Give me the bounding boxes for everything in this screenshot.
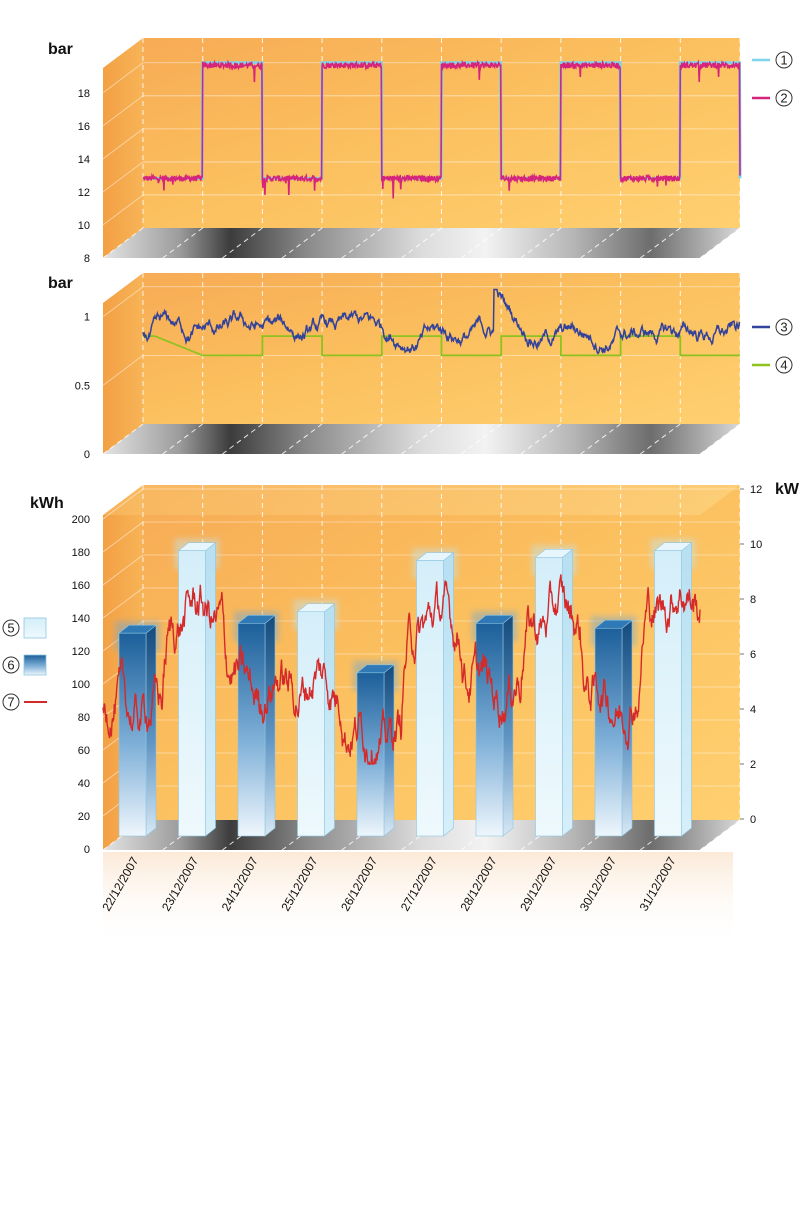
panel-3-right-tick-label: 12 xyxy=(750,484,762,496)
bar-6-front xyxy=(118,632,147,837)
panel-3-left-tick-label: 180 xyxy=(72,547,90,559)
bar-6-front xyxy=(594,627,623,837)
legend-label-6: 6 xyxy=(7,658,14,673)
panel-3-right-tick-label: 10 xyxy=(750,539,762,551)
bar-5-side xyxy=(681,542,692,837)
panel-3-left-y-axis: 0 20 40 60 80 100 120 140 160 180 200 xyxy=(72,514,90,856)
panel-1-series xyxy=(142,59,742,199)
panel-3-legend: 5 6 7 xyxy=(2,617,47,711)
panel-1-floor xyxy=(103,228,740,258)
panel-2-side-wall xyxy=(103,273,143,454)
panel-2-y-tick-label: 0.5 xyxy=(75,380,90,392)
panel-3-right-tick-label: 2 xyxy=(750,759,756,771)
bar-6-side xyxy=(264,614,276,837)
legend-swatch-6 xyxy=(23,654,47,676)
bar-6-front xyxy=(356,672,385,837)
panel-1-side-wall xyxy=(103,38,143,258)
panel-3-right-tick-label: 6 xyxy=(750,649,756,661)
panel-1-side-grid xyxy=(102,161,144,193)
panel-2-y-tick-label: 0 xyxy=(84,449,90,461)
panel-3-top-ledge xyxy=(103,485,740,515)
legend-marker-3 xyxy=(775,318,793,336)
panel-1-side-grid xyxy=(102,128,144,160)
panel-1-y-tick-label: 8 xyxy=(84,253,90,265)
panel-3-right-tick-label: 4 xyxy=(750,704,756,716)
panel-3-bars xyxy=(115,538,696,837)
legend-marker-2 xyxy=(775,89,793,107)
panel-2-floor xyxy=(103,424,740,454)
panel-1-y-axis: 8 10 12 14 16 18 xyxy=(78,88,90,265)
panel-3-left-tick-label: 120 xyxy=(72,646,90,658)
panel-3-side-grid xyxy=(102,521,144,553)
panel-3-right-tick-label: 8 xyxy=(750,594,756,606)
panel-3-left-tick-label: 100 xyxy=(72,679,90,691)
panel-1-y-tick-label: 10 xyxy=(78,220,90,232)
panel-2-side-grid xyxy=(102,355,144,386)
panel-3-left-tick-label: 40 xyxy=(78,778,90,790)
legend-label-3: 3 xyxy=(780,320,787,335)
bar-5-side xyxy=(324,603,335,837)
panel-1-side-grid xyxy=(102,95,144,127)
bar-6-front xyxy=(475,622,504,837)
series-3-line xyxy=(142,288,741,355)
panel-3-reflection xyxy=(103,852,733,947)
panel-3-power-series xyxy=(102,574,701,765)
bar-6-side xyxy=(502,614,514,837)
legend-marker-7 xyxy=(2,693,20,711)
series-7-line xyxy=(102,574,701,765)
panel-2: bar 00.51 34 xyxy=(48,273,793,461)
panel-2-y-tick-label: 1 xyxy=(84,312,90,324)
legend-marker-5 xyxy=(2,619,20,637)
panel-3-side-grid xyxy=(102,587,144,619)
panel-1-side-grid xyxy=(102,62,144,94)
legend-marker-4 xyxy=(775,356,793,374)
panel-3-left-tick-label: 60 xyxy=(78,745,90,757)
bar-5-side xyxy=(205,542,216,837)
legend-label-4: 4 xyxy=(780,358,787,373)
legend-swatch-5 xyxy=(23,617,47,639)
panel-1-y-tick-label: 12 xyxy=(78,187,90,199)
panel-3: kWh kW 0 20 40 60 80 100 120 140 160 180 200 0 2 4 6 8… xyxy=(2,481,800,947)
panel-2-series xyxy=(142,288,741,357)
panel-1-side-grid xyxy=(102,194,144,226)
panel-2-unit-label: bar xyxy=(48,275,73,292)
panel-3-left-tick-label: 140 xyxy=(72,613,90,625)
panel-3-left-tick-label: 0 xyxy=(84,844,90,856)
legend-label-5: 5 xyxy=(7,621,14,636)
bar-5-front xyxy=(654,550,682,837)
panel-3-left-tick-label: 80 xyxy=(78,712,90,724)
panel-1-y-tick-label: 16 xyxy=(78,121,90,133)
panel-3-left-unit-label: kWh xyxy=(30,495,64,512)
panel-2-y-axis: 00.51 xyxy=(75,312,90,461)
legend-marker-6 xyxy=(2,656,20,674)
panel-2-legend: 34 xyxy=(752,318,793,374)
panel-3-left-tick-label: 160 xyxy=(72,580,90,592)
legend-label-2: 2 xyxy=(780,91,787,106)
panel-1-y-tick-label: 18 xyxy=(78,88,90,100)
panel-3-right-tick-label: 0 xyxy=(750,814,756,826)
panel-3-left-tick-label: 20 xyxy=(78,811,90,823)
panel-3-side-grid xyxy=(102,488,144,520)
panel-3-right-unit-label: kW xyxy=(775,481,800,498)
series-4-line xyxy=(143,335,740,357)
panel-3-left-tick-label: 200 xyxy=(72,514,90,526)
bar-5-front xyxy=(416,560,444,837)
panel-1-legend: 12 xyxy=(752,51,793,107)
bar-5-front xyxy=(297,611,325,837)
panel-3-side-grid xyxy=(102,554,144,586)
panel-1-y-tick-label: 14 xyxy=(78,154,90,166)
legend-marker-1 xyxy=(775,51,793,69)
series-2-line xyxy=(142,59,741,199)
legend-label-1: 1 xyxy=(780,53,787,68)
panel-2-side-grid xyxy=(102,286,144,318)
legend-label-7: 7 xyxy=(7,695,14,710)
panel-1-unit-label: bar xyxy=(48,41,73,58)
panel-3-right-y-axis: 0 2 4 6 8 10 12 xyxy=(740,484,762,826)
